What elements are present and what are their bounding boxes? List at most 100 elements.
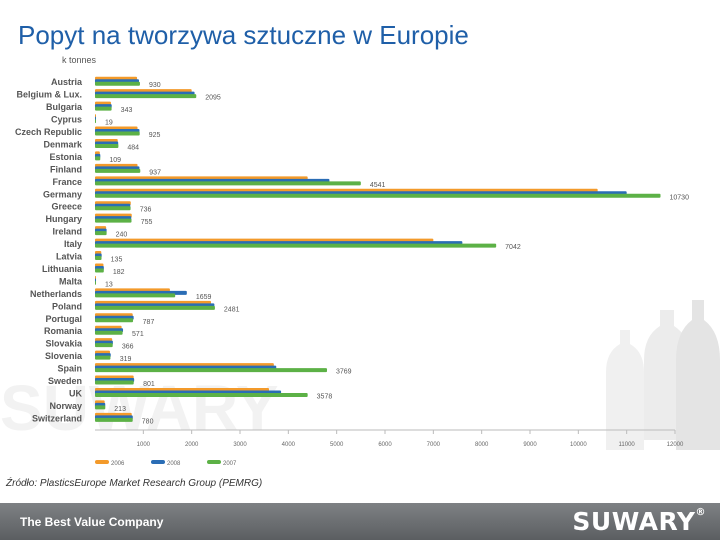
data-label: 240	[116, 232, 128, 239]
bar-2007	[95, 368, 327, 373]
legend-swatch-2007	[207, 460, 221, 464]
category-label: Ireland	[52, 227, 82, 237]
data-label: 937	[149, 169, 161, 176]
data-label: 4541	[370, 182, 386, 189]
category-label: Latvia	[56, 252, 83, 262]
x-tick-label: 6000	[378, 442, 392, 448]
data-label: 787	[143, 319, 155, 326]
bar-2007	[95, 380, 134, 385]
x-tick-label: 9000	[523, 442, 537, 448]
data-label: 930	[149, 82, 161, 89]
category-label: Germany	[43, 189, 82, 199]
data-label: 484	[127, 144, 139, 151]
bar-2007	[95, 330, 123, 335]
data-label: 366	[122, 344, 134, 351]
category-label: Austria	[51, 77, 83, 87]
category-label: Denmark	[43, 139, 83, 149]
data-label: 2095	[205, 95, 221, 102]
x-tick-label: 2000	[185, 442, 199, 448]
x-tick-label: 4000	[282, 442, 296, 448]
x-tick-label: 11000	[619, 442, 636, 448]
category-label: Malta	[59, 276, 83, 286]
bar-2007	[95, 318, 134, 323]
category-label: Romania	[44, 326, 83, 336]
data-label: 182	[113, 269, 125, 276]
bar-chart: k tonnes SUWARY Austria Belgium & Lux. Bul…	[0, 55, 689, 467]
x-tick-label: 12000	[667, 442, 684, 448]
category-label: Estonia	[49, 152, 83, 162]
data-label: 19	[105, 120, 113, 127]
bar-2007	[95, 168, 141, 173]
x-tick-label: 3000	[233, 442, 247, 448]
brand-trademark: ®	[695, 507, 706, 518]
source-note: Źródło: PlasticsEurope Market Research G…	[6, 478, 263, 489]
data-label: 755	[141, 219, 153, 226]
bar-2007	[95, 181, 361, 186]
category-label: UK	[69, 388, 82, 398]
category-label: Slovakia	[45, 339, 83, 349]
suwary-watermark: SUWARY	[0, 372, 279, 444]
bar-2007	[95, 392, 308, 397]
bar-2007	[95, 417, 133, 422]
bar-2007	[95, 268, 104, 273]
chart-legend: 2006 2008 2007	[95, 460, 237, 467]
bar-2007	[95, 81, 140, 86]
bar-2007	[95, 343, 113, 348]
x-tick-label: 5000	[330, 442, 344, 448]
category-label: Sweden	[48, 376, 82, 386]
category-label: Spain	[57, 364, 82, 374]
bar-2007	[95, 231, 107, 236]
data-label: 925	[149, 132, 161, 139]
bar-2007	[95, 94, 197, 99]
category-label: Cyprus	[51, 115, 82, 125]
bar-2007	[95, 106, 112, 111]
slide-title: Popyt na tworzywa sztuczne w Europie	[18, 20, 469, 50]
brand-logo: SUWARY®	[572, 507, 706, 536]
bar-2007	[95, 193, 661, 198]
bar-2007	[95, 305, 215, 310]
unit-label: k tonnes	[62, 55, 97, 65]
category-label: Finland	[50, 164, 82, 174]
bar-2007	[95, 143, 119, 148]
legend-label-2006: 2006	[111, 461, 125, 467]
category-label: France	[52, 177, 82, 187]
category-label: Switzerland	[32, 413, 82, 423]
category-label: Portugal	[45, 314, 82, 324]
footer-bar: The Best Value Company SUWARY®	[0, 503, 720, 540]
bar-2007	[95, 293, 176, 298]
category-label: Italy	[64, 239, 82, 249]
bar-2007	[95, 243, 497, 248]
category-label: Norway	[49, 401, 82, 411]
bar-2007	[95, 156, 101, 161]
bar-2007	[95, 355, 111, 360]
category-label: Slovenia	[45, 351, 83, 361]
data-label: 3769	[336, 369, 352, 376]
data-label: 1659	[196, 294, 212, 301]
legend-label-2007: 2007	[223, 461, 237, 467]
bar-2007	[95, 280, 96, 285]
bar-2007	[95, 405, 106, 410]
data-label: 571	[132, 331, 144, 338]
legend-label-2008: 2008	[167, 461, 181, 467]
data-label: 736	[140, 207, 152, 214]
bottles-background-image	[606, 300, 720, 450]
x-tick-label: 8000	[475, 442, 489, 448]
bar-2007	[95, 131, 140, 136]
watermark-text: SUWARY	[0, 372, 279, 444]
data-label: 780	[142, 418, 154, 425]
data-label: 13	[105, 281, 113, 288]
category-label: Poland	[52, 301, 82, 311]
data-label: 2481	[224, 306, 240, 313]
category-label: Belgium & Lux.	[16, 90, 82, 100]
bar-2007	[95, 218, 132, 223]
legend-swatch-2006	[95, 460, 109, 464]
data-label: 213	[114, 406, 126, 413]
bar-2007	[95, 256, 102, 261]
bar-2007	[95, 119, 96, 124]
category-label: Bulgaria	[46, 102, 83, 112]
x-tick-label: 10000	[570, 442, 587, 448]
x-tick-label: 1000	[137, 442, 151, 448]
data-label: 343	[121, 107, 133, 114]
data-label: 109	[109, 157, 121, 164]
data-label: 7042	[505, 244, 521, 251]
